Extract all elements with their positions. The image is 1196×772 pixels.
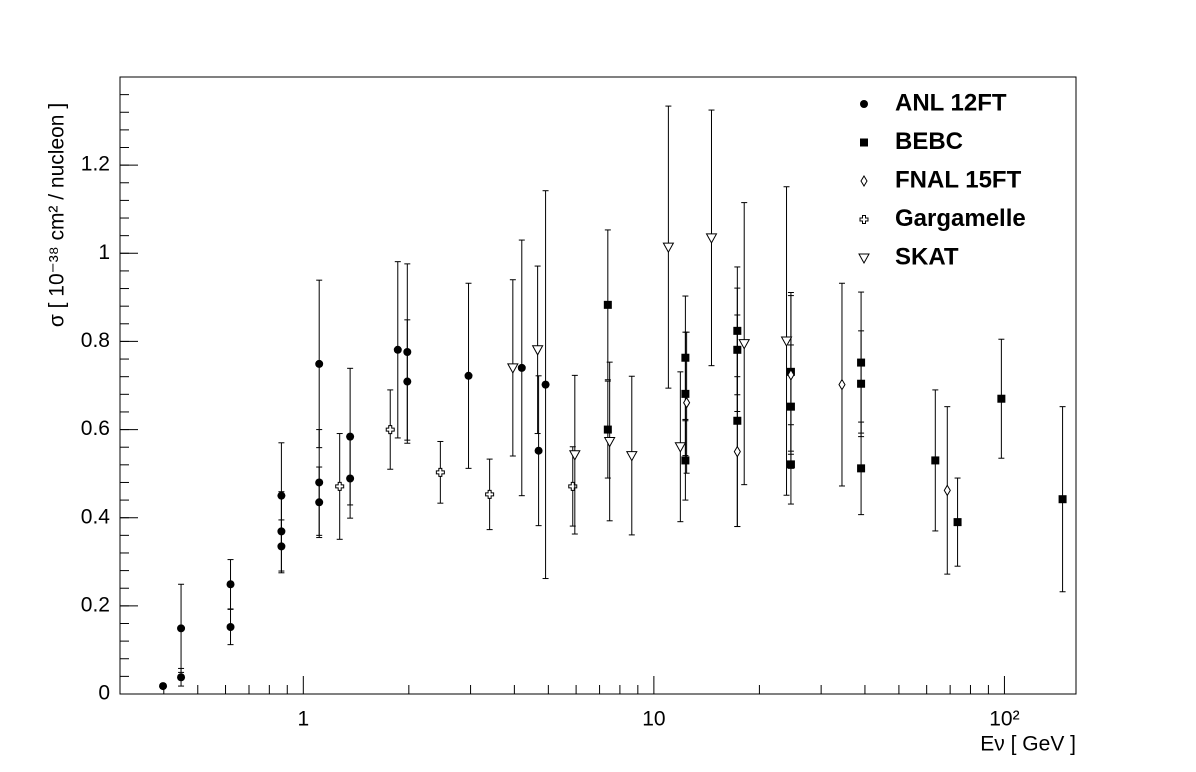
x-tick-label: 10	[642, 708, 665, 731]
marker	[860, 138, 868, 147]
marker	[226, 580, 235, 589]
marker	[733, 445, 741, 458]
x-axis-title: Eν [ GeV ]	[980, 733, 1076, 756]
marker	[485, 489, 495, 499]
marker	[931, 456, 940, 465]
marker	[177, 673, 186, 682]
marker	[315, 498, 324, 507]
marker	[534, 446, 543, 455]
y-tick-label: 0	[98, 682, 110, 705]
marker	[506, 363, 519, 374]
y-tick-label: 0.6	[81, 417, 110, 440]
marker	[838, 378, 846, 391]
marker	[860, 175, 868, 187]
legend-label: ANL 12FT	[895, 89, 1007, 116]
marker	[786, 460, 795, 469]
marker	[403, 377, 412, 386]
marker	[858, 253, 870, 265]
marker	[603, 436, 616, 448]
marker	[277, 542, 286, 551]
marker	[860, 100, 868, 108]
marker	[683, 396, 691, 409]
marker	[568, 450, 581, 461]
legend-label: BEBC	[895, 128, 963, 155]
marker	[857, 379, 866, 388]
marker	[385, 425, 395, 435]
marker	[393, 345, 402, 354]
marker	[859, 215, 869, 224]
marker	[705, 233, 718, 244]
plot-frame	[119, 76, 1077, 695]
marker	[857, 464, 866, 473]
marker	[226, 623, 235, 632]
marker	[315, 359, 324, 368]
marker	[531, 345, 544, 356]
y-tick-label: 1.2	[81, 153, 110, 176]
marker	[603, 425, 612, 434]
marker	[738, 339, 751, 350]
legend-label: SKAT	[895, 243, 959, 270]
marker	[997, 394, 1006, 403]
marker	[674, 442, 687, 453]
y-tick-label: 0.8	[81, 329, 110, 352]
marker	[464, 371, 473, 380]
x-tick-label: 1	[297, 708, 309, 731]
marker	[787, 368, 795, 381]
legend-label: FNAL 15FT	[895, 166, 1022, 193]
marker	[603, 300, 612, 309]
marker	[1058, 495, 1067, 504]
marker	[517, 363, 526, 372]
marker	[662, 242, 675, 254]
y-axis-title: σ [ 10⁻³⁸ cm² / nucleon ]	[46, 103, 69, 327]
marker	[568, 481, 578, 491]
marker	[953, 518, 962, 527]
marker	[681, 456, 690, 465]
marker	[625, 451, 638, 462]
y-tick-label: 0.4	[81, 505, 111, 528]
x-tick-label: 10²	[989, 708, 1019, 731]
marker	[346, 474, 355, 483]
y-tick-label: 0.2	[81, 593, 110, 616]
marker	[943, 484, 951, 497]
marker	[177, 624, 186, 633]
legend-label: Gargamelle	[895, 205, 1026, 232]
marker	[159, 682, 168, 691]
y-tick-label: 1	[98, 241, 110, 264]
marker	[335, 481, 345, 491]
marker	[681, 389, 690, 398]
marker	[541, 380, 550, 389]
marker	[780, 336, 793, 348]
marker	[435, 467, 445, 477]
